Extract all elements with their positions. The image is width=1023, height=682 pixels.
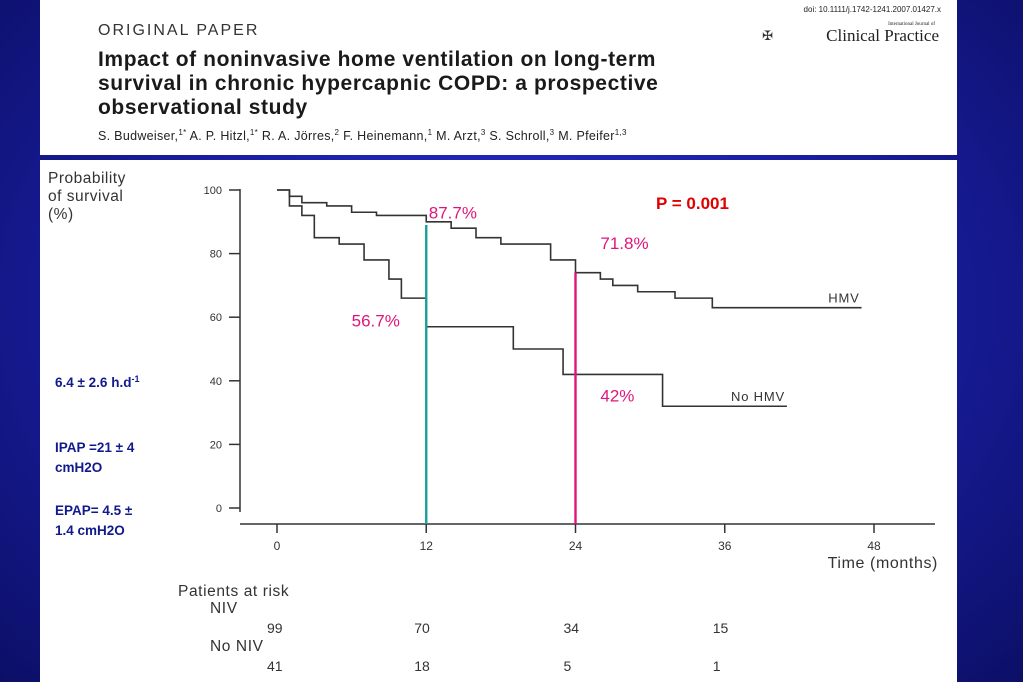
author-name: M. Arzt, <box>432 129 481 144</box>
x-axis-label: Time (months) <box>828 555 938 572</box>
ipap-note: IPAP =21 ± 4 <box>55 440 135 455</box>
author-name: S. Schroll, <box>485 129 550 144</box>
doi-text: doi: 10.1111/j.1742-1241.2007.01427.x <box>803 5 941 14</box>
y-tick-label: 100 <box>204 185 222 197</box>
survival-chart-panel: 0 20 40 60 80 100 0 12 24 36 48 Probability of survi… <box>40 160 957 682</box>
x-tick-label: 24 <box>569 539 583 553</box>
y-tick-label: 80 <box>210 249 222 261</box>
y-axis-label: Probability <box>48 170 126 187</box>
y-tick-label: 0 <box>216 503 222 515</box>
risk-table-value: 18 <box>414 658 430 674</box>
x-tick-label: 0 <box>274 539 281 553</box>
author-name: S. Budweiser, <box>98 129 179 144</box>
paper-title: Impact of noninvasive home ventilation o… <box>98 48 658 120</box>
x-tick-label: 48 <box>867 539 881 553</box>
series-label: HMV <box>828 291 859 306</box>
survival-percent-label: 71.8% <box>600 234 648 253</box>
ipap-note: cmH2O <box>55 460 102 475</box>
risk-table-value: 34 <box>564 620 580 636</box>
x-tick-label: 36 <box>718 539 732 553</box>
journal-subtitle: International Journal of <box>888 22 935 27</box>
author-affiliation: 3 <box>549 128 555 137</box>
author-name: A. P. Hitzl, <box>186 129 250 144</box>
series-label: No HMV <box>731 389 785 404</box>
risk-table-value: 70 <box>414 620 430 636</box>
paper-title-line: survival in chronic hypercapnic COPD: a … <box>98 72 659 95</box>
journal-logo-icon: ✠ <box>762 28 773 43</box>
author-affiliation: 3 <box>480 128 486 137</box>
section-label: ORIGINAL PAPER <box>98 22 260 39</box>
survival-percent-label: 87.7% <box>429 204 477 223</box>
y-tick-label: 20 <box>210 439 222 451</box>
author-name: R. A. Jörres, <box>258 129 335 144</box>
hours-per-day-note: 6.4 ± 2.6 h.d-1 <box>55 374 139 390</box>
survival-percent-label: 42% <box>600 386 634 405</box>
author-affiliation: 2 <box>334 128 340 137</box>
survival-percent-label: 56.7% <box>352 312 400 331</box>
author-affiliation: 1* <box>249 128 259 137</box>
risk-group-name: No NIV <box>210 638 264 655</box>
y-tick-label: 40 <box>210 376 222 388</box>
y-axis-label: (%) <box>48 206 74 223</box>
author-name: M. Pfeifer <box>554 129 615 144</box>
paper-title-line: Impact of noninvasive home ventilation o… <box>98 48 656 71</box>
risk-table-title: Patients at risk <box>178 583 289 600</box>
hours-per-day-value: 6.4 ± 2.6 h.d <box>55 375 131 390</box>
paper-header: doi: 10.1111/j.1742-1241.2007.01427.x In… <box>40 0 957 155</box>
author-name: F. Heinemann, <box>339 129 428 144</box>
epap-note: 1.4 cmH2O <box>55 523 125 538</box>
risk-table-value: 99 <box>267 620 283 636</box>
hours-per-day-exponent: -1 <box>131 374 139 384</box>
author-affiliation: 1,3 <box>614 128 627 137</box>
risk-table-value: 15 <box>713 620 729 636</box>
epap-note: EPAP= 4.5 ± <box>55 503 133 518</box>
author-affiliation: 1 <box>427 128 433 137</box>
author-affiliation: 1* <box>178 128 187 137</box>
risk-table-value: 1 <box>713 658 721 674</box>
paper-title-line: observational study <box>98 96 308 119</box>
risk-table-value: 5 <box>564 658 572 674</box>
y-tick-label: 60 <box>210 312 222 324</box>
survival-curve-no-hmv <box>277 189 787 408</box>
journal-name: Clinical Practice <box>826 26 939 45</box>
author-list: S. Budweiser,1* A. P. Hitzl,1* R. A. Jör… <box>98 128 627 143</box>
x-tick-label: 12 <box>420 539 434 553</box>
p-value-annotation: P = 0.001 <box>656 194 729 213</box>
risk-group-name: NIV <box>210 600 238 617</box>
survival-curve-hmv <box>277 189 862 309</box>
risk-table-value: 41 <box>267 658 283 674</box>
y-axis-label: of survival <box>48 188 123 205</box>
